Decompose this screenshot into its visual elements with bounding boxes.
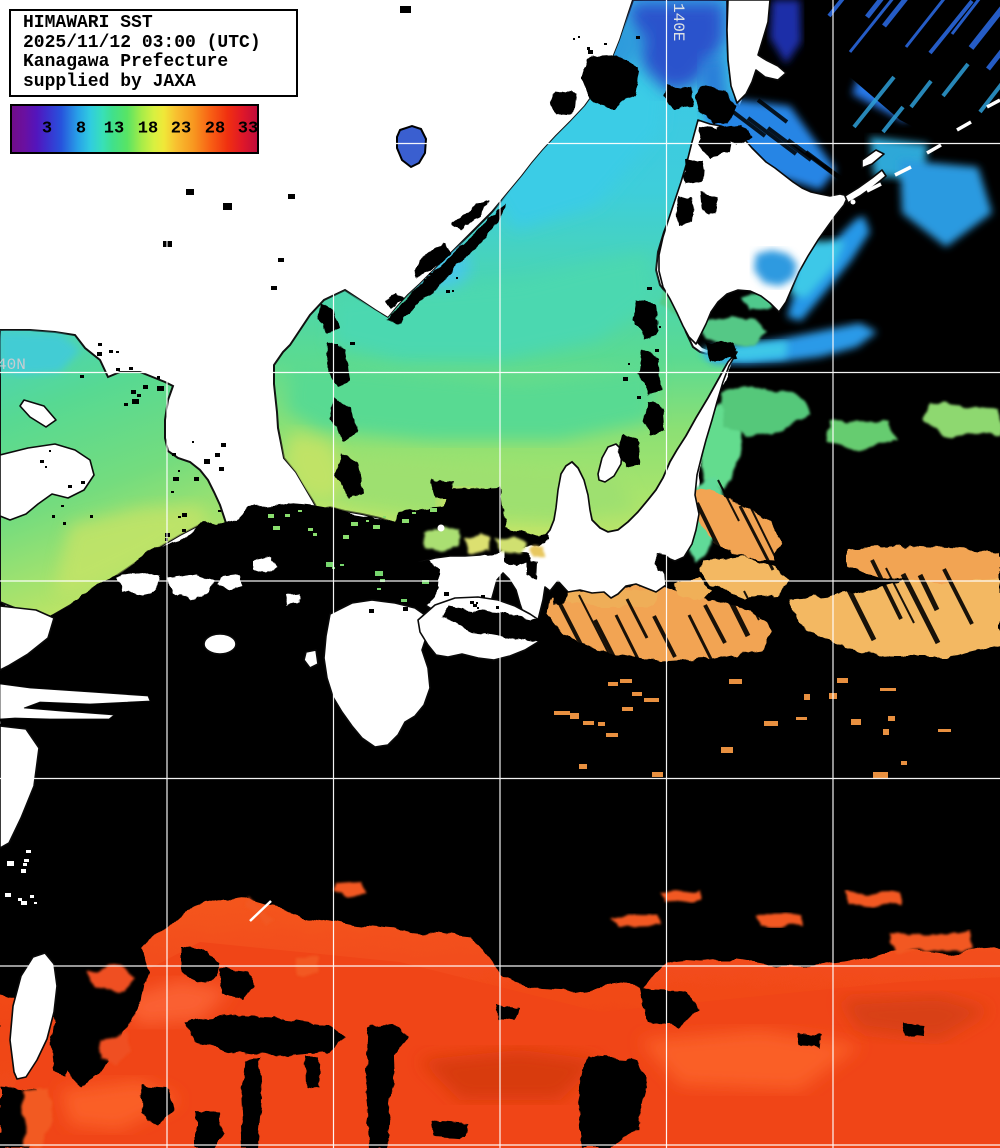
svg-text:140E: 140E [669, 3, 687, 41]
svg-text:40N: 40N [0, 356, 26, 374]
